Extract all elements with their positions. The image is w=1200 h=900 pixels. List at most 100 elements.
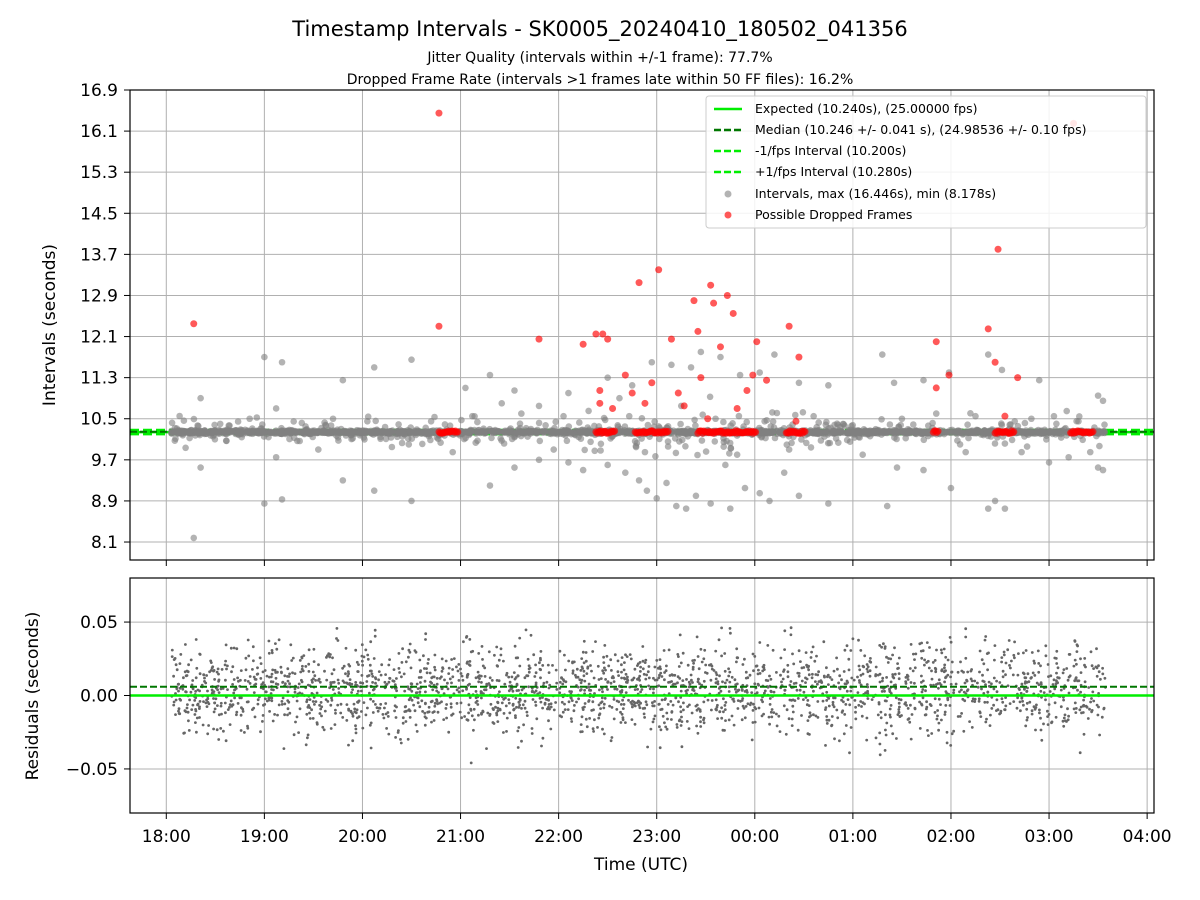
interval-point — [370, 487, 378, 494]
residual-point — [314, 700, 318, 703]
residual-point — [410, 689, 414, 693]
residual-point — [691, 681, 694, 684]
residual-point — [425, 667, 428, 670]
residual-point — [174, 698, 178, 702]
residual-point — [657, 703, 661, 706]
residual-point — [435, 699, 439, 703]
residual-point — [531, 698, 535, 701]
interval-point — [360, 434, 368, 441]
residual-point — [629, 701, 633, 704]
residual-point — [850, 676, 854, 680]
residual-point — [779, 673, 782, 677]
residual-point — [690, 711, 694, 715]
interval-point — [597, 447, 604, 454]
residual-point — [998, 712, 1001, 716]
interval-point — [272, 453, 280, 461]
residual-point — [948, 704, 952, 707]
residual-point — [441, 667, 445, 670]
residual-point — [978, 711, 982, 715]
residual-point — [885, 721, 889, 725]
interval-point — [370, 431, 377, 438]
residual-point — [755, 691, 759, 695]
residual-point — [474, 690, 478, 693]
residual-point — [825, 722, 829, 725]
residual-point — [794, 681, 798, 685]
residual-point — [950, 660, 954, 664]
residual-point — [545, 680, 549, 684]
residual-point — [807, 668, 810, 672]
residual-point — [306, 733, 310, 737]
residual-point — [1061, 671, 1065, 675]
residual-point — [498, 690, 501, 694]
residual-point — [269, 692, 273, 695]
residual-point — [961, 697, 965, 701]
interval-point — [684, 433, 692, 440]
residual-point — [377, 670, 381, 673]
residual-point — [560, 715, 563, 719]
residual-point — [718, 674, 721, 678]
interval-point — [830, 429, 837, 436]
residual-point — [1065, 667, 1069, 670]
residual-point — [489, 702, 493, 706]
residual-point — [1095, 674, 1099, 678]
residual-point — [631, 705, 634, 709]
residual-point — [458, 710, 462, 714]
residual-point — [491, 721, 495, 724]
residual-point — [468, 682, 471, 686]
interval-point — [824, 431, 832, 438]
residual-point — [466, 673, 469, 677]
residual-point — [384, 712, 388, 716]
residual-point — [219, 701, 223, 705]
residual-point — [601, 669, 605, 673]
residual-point — [333, 723, 337, 726]
residual-point — [613, 687, 617, 691]
interval-point — [419, 440, 426, 448]
residual-point — [592, 730, 595, 733]
residual-point — [989, 713, 992, 717]
residual-point — [271, 719, 275, 723]
residual-point — [728, 627, 732, 630]
residual-point — [310, 708, 313, 712]
residual-point — [455, 688, 459, 692]
residual-point — [846, 698, 850, 701]
interval-point — [425, 430, 432, 438]
residual-point — [431, 688, 435, 692]
residual-point — [1037, 683, 1041, 687]
residual-point — [397, 729, 400, 732]
residual-point — [897, 701, 901, 705]
residual-point — [551, 664, 554, 667]
intervals-y-tick-label: 12.1 — [80, 328, 118, 348]
residual-point — [189, 658, 193, 662]
legend-intervals-marker — [724, 190, 732, 198]
residual-point — [878, 672, 882, 676]
residual-point — [655, 659, 659, 662]
residual-point — [623, 661, 626, 664]
residual-point — [262, 703, 265, 707]
residual-point — [229, 646, 233, 650]
residual-point — [751, 721, 755, 724]
residual-point — [909, 643, 913, 646]
residual-point — [686, 663, 690, 667]
residual-point — [800, 679, 804, 683]
interval-point — [1008, 436, 1016, 444]
residual-point — [956, 715, 960, 718]
interval-point — [427, 418, 435, 425]
interval-point — [706, 393, 714, 401]
residual-point — [517, 726, 521, 729]
residual-point — [400, 675, 403, 679]
residual-point — [459, 701, 463, 705]
residual-point — [1032, 659, 1036, 663]
residual-point — [304, 665, 308, 668]
residual-point — [854, 717, 858, 721]
residual-point — [457, 690, 461, 694]
residual-point — [601, 690, 604, 694]
residual-point — [571, 669, 575, 673]
residual-point — [319, 701, 323, 704]
interval-point — [563, 437, 571, 445]
residual-point — [615, 708, 619, 711]
residual-point — [627, 698, 630, 702]
residual-point — [224, 643, 228, 647]
residual-point — [897, 708, 901, 711]
interval-point — [965, 434, 972, 442]
interval-point — [186, 434, 193, 442]
